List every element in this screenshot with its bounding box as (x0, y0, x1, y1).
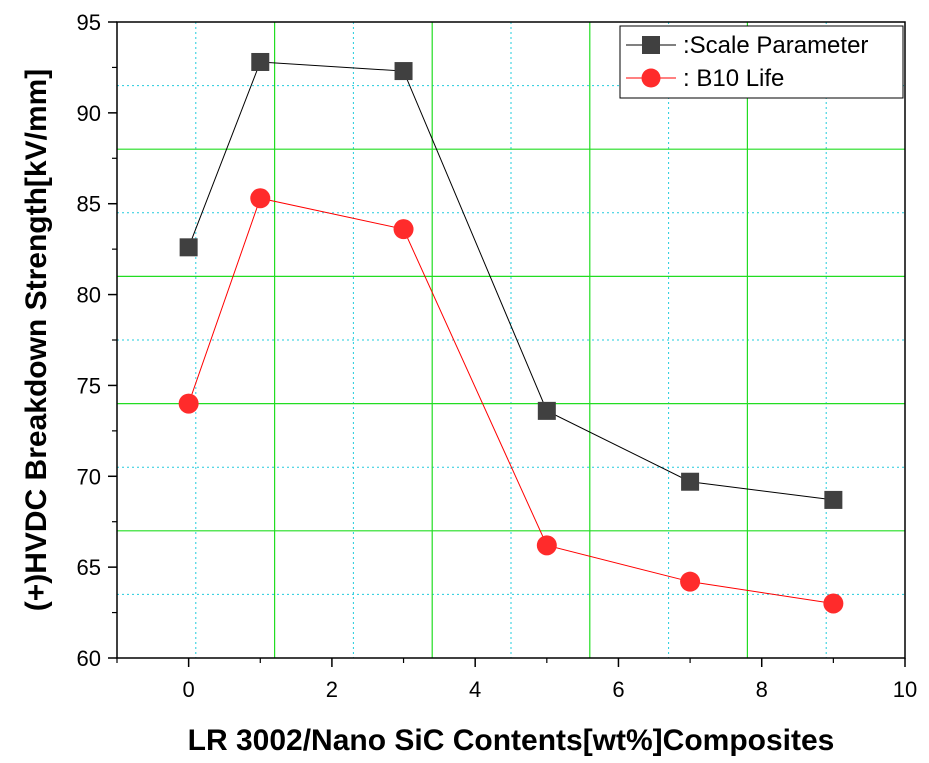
y-tick-label: 65 (77, 555, 101, 580)
data-point-b10-life (536, 535, 557, 556)
series-line-scale-parameter (188, 61, 834, 501)
data-point-scale-parameter (681, 472, 700, 491)
legend-label-scale-parameter: :Scale Parameter (683, 32, 868, 59)
series (178, 52, 844, 614)
series-b10-life (178, 188, 844, 614)
y-tick-label: 90 (77, 101, 101, 126)
x-tick-label: 2 (326, 677, 338, 702)
x-tick-label: 6 (612, 677, 624, 702)
legend-box (619, 25, 904, 99)
data-point-scale-parameter (394, 62, 413, 81)
legend-marker-scale-parameter (642, 36, 660, 54)
y-tick-label: 60 (77, 646, 101, 671)
data-point-scale-parameter (824, 490, 843, 509)
x-tick-label: 10 (893, 677, 917, 702)
x-axis-title: LR 3002/Nano SiC Contents[wt%]Composites (188, 724, 835, 757)
y-tick-label: 70 (77, 464, 101, 489)
axis-ticks: 0 2 4 6 8 10 60 65 70 75 80 85 90 95 (77, 10, 918, 702)
x-tick-label: 8 (756, 677, 768, 702)
y-tick-label: 75 (77, 373, 101, 398)
data-point-b10-life (823, 593, 844, 614)
data-point-b10-life (393, 219, 414, 240)
data-point-scale-parameter (179, 238, 198, 257)
data-point-scale-parameter (251, 52, 270, 71)
grid (117, 22, 905, 658)
data-point-scale-parameter (537, 401, 556, 420)
series-scale-parameter (179, 52, 843, 509)
y-axis-title: (+)HVDC Breakdown Strength[kV/mm] (20, 69, 53, 612)
y-tick-label: 95 (77, 10, 101, 35)
x-tick-label: 4 (469, 677, 481, 702)
legend-marker-b10-life (641, 68, 661, 88)
data-point-b10-life (178, 393, 199, 414)
data-point-b10-life (250, 188, 271, 209)
legend-label-b10-life: : B10 Life (683, 65, 784, 92)
legend: :Scale Parameter : B10 Life (619, 25, 904, 99)
y-tick-label: 85 (77, 192, 101, 217)
data-point-b10-life (680, 571, 701, 592)
y-tick-label: 80 (77, 283, 101, 308)
series-line-b10-life (188, 197, 834, 604)
x-tick-label: 0 (183, 677, 195, 702)
